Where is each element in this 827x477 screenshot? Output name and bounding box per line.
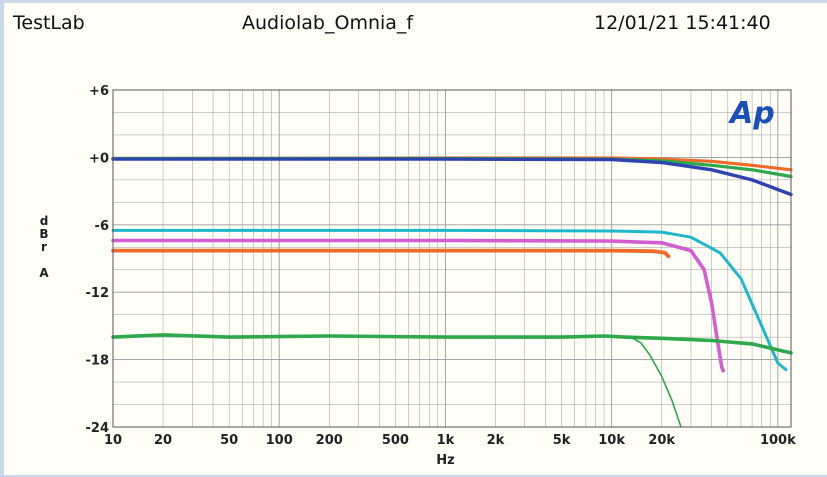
y-tick-label: -24 <box>86 421 110 436</box>
series-line-6 <box>111 248 671 259</box>
y-tick-label: -12 <box>86 286 110 301</box>
x-tick-labels: 10 20 50 100 200 500 1k 2k 5k 10k 20k 100k <box>104 433 796 448</box>
x-tick-label: 50 <box>220 433 238 448</box>
y-tick-label: +0 <box>89 151 109 166</box>
y-axis-label-char: r <box>41 240 47 254</box>
y-axis-label-char: B <box>39 227 48 241</box>
y-tick-label: -6 <box>95 219 109 234</box>
x-tick-label: 2k <box>487 433 505 448</box>
x-tick-label: 1k <box>437 433 455 448</box>
x-axis-label: Hz <box>436 453 454 468</box>
y-tick-label: +6 <box>89 84 109 99</box>
x-tick-label: 10k <box>598 433 625 448</box>
chart-grid <box>112 89 791 428</box>
chart-series <box>111 156 793 427</box>
y-tick-labels: +6 +0 -6 -12 -18 -24 <box>86 84 110 436</box>
series-line-7 <box>111 333 793 355</box>
x-tick-label: 500 <box>382 433 409 448</box>
series-line-5 <box>111 238 726 373</box>
frequency-response-chart: 10 20 50 100 200 500 1k 2k 5k 10k 20k 100k +6 +0 -6 -1… <box>39 84 796 468</box>
x-tick-label: 10 <box>104 433 122 448</box>
x-tick-label: 20 <box>154 433 172 448</box>
plot-border <box>112 89 792 428</box>
header-file-name: Audiolab_Omnia_f <box>242 12 414 34</box>
y-axis-label-char: d <box>40 214 49 228</box>
x-tick-label: 20k <box>648 433 675 448</box>
x-tick-label: 100k <box>760 433 796 448</box>
series-line-3 <box>111 157 793 197</box>
y-axis-label-char: A <box>39 266 49 280</box>
header-lab-name: TestLab <box>13 12 85 34</box>
top-accent-band <box>4 0 827 3</box>
x-tick-label: 200 <box>316 433 343 448</box>
ap-logo: Ap <box>728 96 775 131</box>
y-tick-label: -18 <box>86 354 110 369</box>
x-tick-label: 5k <box>553 433 571 448</box>
x-tick-label: 100 <box>266 433 293 448</box>
series-line-8 <box>629 336 682 427</box>
series-line-4 <box>111 228 788 372</box>
header-timestamp: 12/01/21 15:41:40 <box>594 12 771 34</box>
